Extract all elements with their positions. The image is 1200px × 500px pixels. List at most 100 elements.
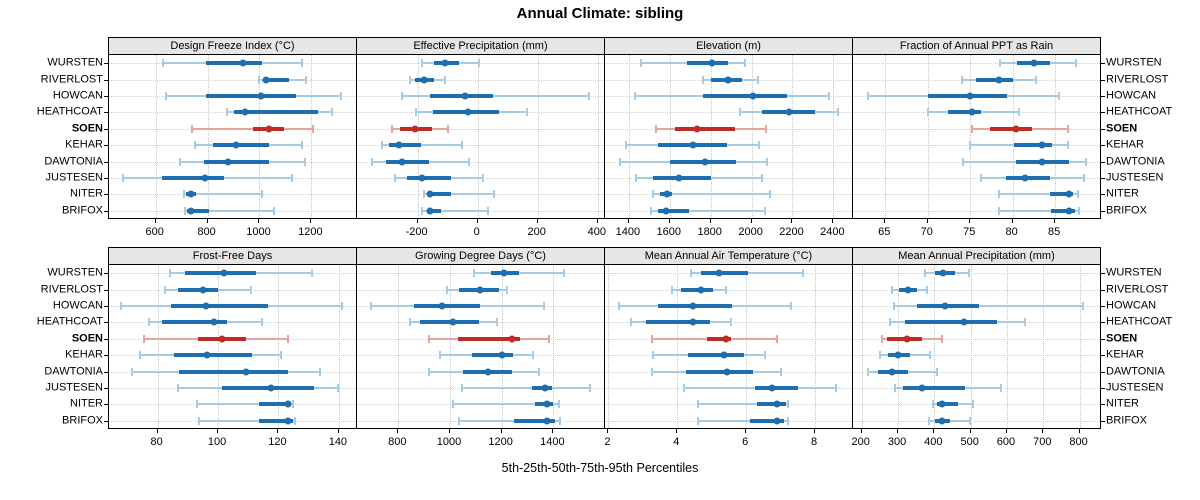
panel-strip: Design Freeze Index (°C) [108, 37, 357, 55]
row-guide [853, 371, 1100, 373]
panel-strip: Growing Degree Days (°C) [356, 247, 605, 265]
x-tick-label: 2400 [820, 226, 845, 238]
whisker-cap [828, 92, 831, 100]
iqr-bar [471, 353, 514, 358]
whisker-cap [340, 92, 343, 100]
median-dot [541, 384, 549, 392]
station-label-left: RIVERLOST [40, 283, 103, 296]
panel-mean-annual-precipitation-mm: Mean Annual Precipitation (mm) [852, 247, 1101, 430]
median-dot [773, 400, 781, 408]
x-gridline [597, 55, 599, 218]
iqr-bar [674, 126, 735, 131]
whisker-cap [183, 190, 186, 199]
x-tick-label: 500 [960, 436, 979, 448]
x-tick-label: 6 [742, 436, 749, 448]
whisker-cap [925, 285, 928, 294]
whisker-cap [301, 141, 304, 150]
x-gridline [970, 265, 972, 428]
station-label-right: BRIFOX [1106, 204, 1147, 217]
whisker-cap [543, 302, 546, 310]
y-tick [104, 388, 108, 389]
whisker-cap [303, 157, 306, 166]
y-tick [1101, 322, 1105, 324]
x-tick [156, 429, 158, 433]
whisker-cap [401, 92, 404, 100]
whisker-cap [380, 141, 383, 150]
y-tick [1101, 63, 1105, 65]
panel-plot-area [604, 54, 853, 219]
median-dot [464, 108, 472, 116]
median-dot [689, 141, 697, 149]
whisker-cap [1083, 174, 1085, 182]
y-tick [1101, 306, 1105, 307]
whisker-cap [889, 318, 892, 327]
whisker-cap [980, 174, 983, 182]
whisker-cap [557, 400, 560, 409]
whisker-cap [878, 351, 881, 360]
station-label-right: HEATHCOAT [1106, 105, 1173, 118]
whisker-cap [786, 416, 789, 425]
x-tick-label: 300 [887, 436, 907, 448]
panel-plot-area [108, 54, 357, 219]
whisker-cap [191, 124, 193, 133]
median-dot [723, 368, 731, 376]
whisker-cap [932, 400, 935, 409]
x-tick-label: 120 [268, 436, 287, 448]
median-dot [398, 158, 406, 166]
percentile-range [894, 305, 1084, 307]
y-tick [104, 128, 108, 130]
row-guide [357, 63, 604, 65]
x-tick-label: 800 [1069, 436, 1088, 448]
panel-plot-area [852, 54, 1101, 219]
y-tick [104, 96, 108, 97]
whisker-cap [1034, 75, 1037, 84]
iqr-bar [162, 176, 225, 180]
station-label-left: BRIFOX [62, 204, 103, 217]
whisker-cap [866, 367, 869, 376]
station-label-right: DAWTONIA [1106, 365, 1165, 378]
x-tick-label: 75 [963, 226, 976, 238]
y-tick [104, 210, 108, 212]
x-tick-label: 1600 [656, 226, 682, 238]
x-tick-label: 1400 [540, 436, 565, 448]
y-tick [104, 194, 108, 196]
whisker-cap [371, 157, 373, 166]
y-tick [1101, 289, 1105, 291]
iqr-bar [1050, 192, 1073, 197]
x-tick [926, 219, 928, 223]
iqr-bar [976, 77, 1013, 82]
y-tick [104, 322, 108, 324]
x-tick-label: 800 [388, 436, 407, 448]
median-dot [722, 335, 730, 343]
median-dot [697, 286, 705, 294]
station-label-left: HEATHCOAT [36, 315, 103, 328]
station-label-left: NITER [70, 187, 103, 200]
whisker-cap [165, 92, 168, 100]
whisker-cap [147, 318, 150, 327]
whisker-cap [650, 206, 653, 215]
median-dot [257, 92, 265, 100]
iqr-bar [186, 208, 209, 213]
median-dot [395, 141, 403, 149]
iqr-bar [206, 61, 263, 66]
y-tick [1101, 79, 1105, 81]
y-tick [104, 63, 108, 65]
whisker-cap [340, 302, 343, 310]
x-gridline [898, 265, 900, 428]
iqr-bar [206, 94, 296, 98]
x-gridline [155, 55, 157, 218]
median-dot [1012, 125, 1020, 133]
station-label-left: WURSTEN [47, 266, 103, 279]
whisker-cap [290, 174, 293, 182]
x-gridline [1012, 55, 1014, 218]
x-gridline [553, 265, 555, 428]
whisker-cap [702, 75, 705, 84]
whisker-cap [962, 157, 965, 166]
panel-frost-free-days: Frost-Free Days [108, 247, 357, 430]
y-tick [104, 338, 108, 340]
median-dot [785, 108, 793, 116]
x-gridline [927, 55, 929, 218]
median-dot [708, 59, 716, 67]
median-dot [500, 269, 508, 277]
whisker-cap [967, 269, 970, 278]
